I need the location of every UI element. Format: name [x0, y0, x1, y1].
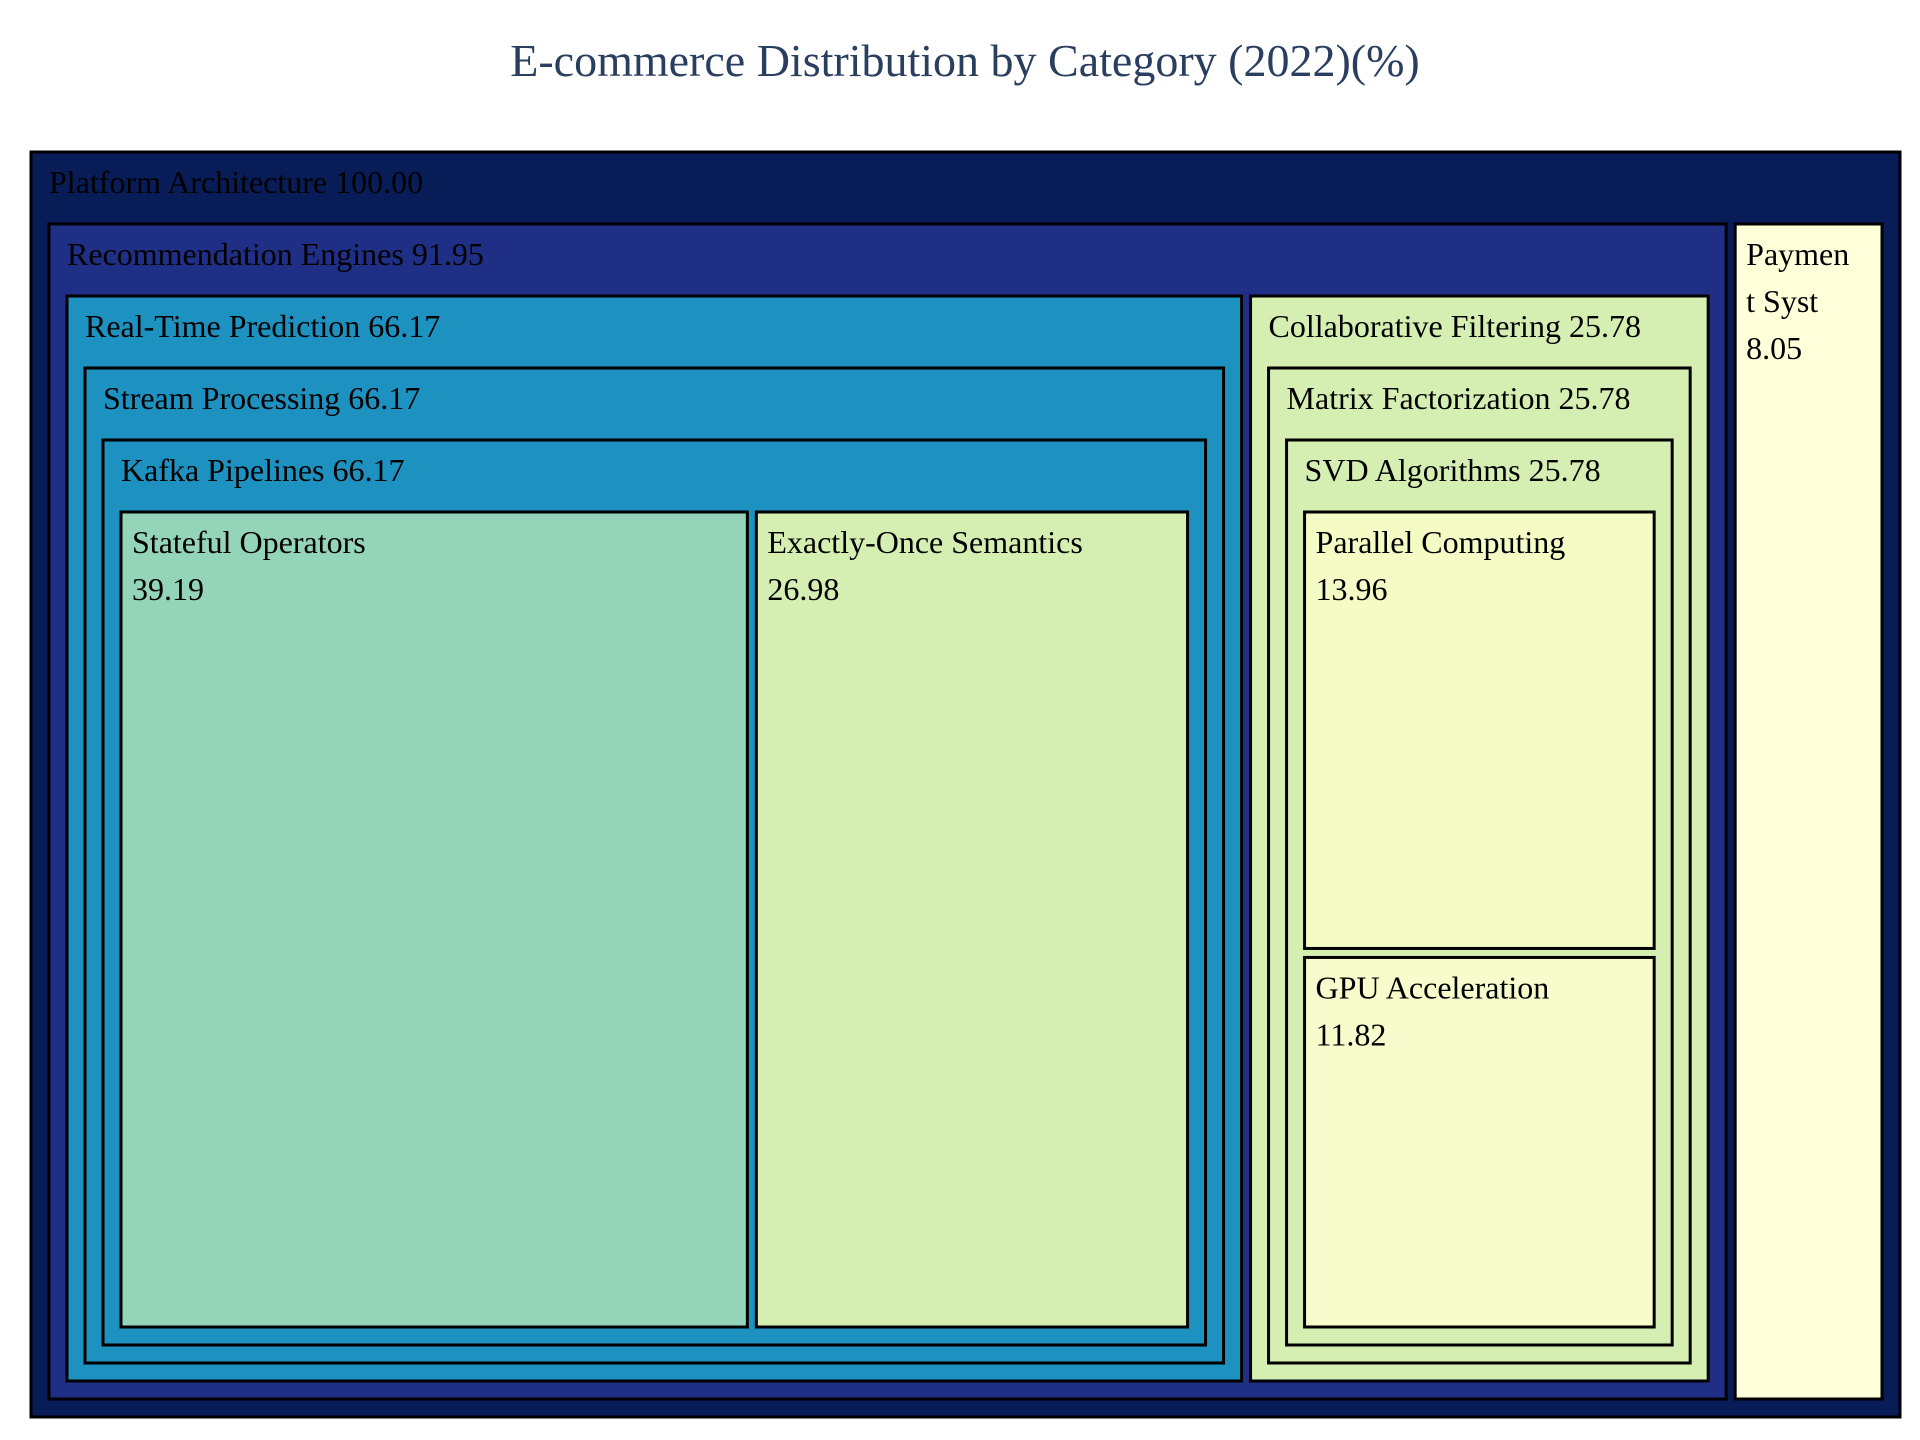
label-stream-processing-value: 66.17 — [340, 380, 420, 416]
cell-payment-systems[interactable] — [1733, 222, 1884, 1401]
label-stream-processing: Stream Processing 66.17 — [103, 380, 420, 416]
label-parallel-computing-line-2: 13.96 — [1316, 571, 1388, 607]
label-real-time-prediction: Real-Time Prediction 66.17 — [85, 308, 440, 344]
label-collaborative-filtering-name: Collaborative Filtering — [1269, 308, 1561, 344]
cell-parallel-computing[interactable] — [1303, 510, 1656, 950]
treemap-cells: Platform Architecture 100.00 Recommendati… — [29, 150, 1902, 1419]
cell-gpu-acceleration[interactable] — [1303, 955, 1656, 1329]
label-payment-systems-line-2: t Syst — [1746, 283, 1818, 319]
label-matrix-factorization-name: Matrix Factorization — [1287, 380, 1551, 416]
label-gpu-acceleration-line-2: 11.82 — [1316, 1016, 1387, 1052]
label-svd-algorithms: SVD Algorithms 25.78 — [1305, 452, 1601, 488]
label-exactly-once-semantics-line-2: 26.98 — [767, 571, 839, 607]
label-stateful-operators-line-2: 39.19 — [132, 571, 204, 607]
label-kafka-pipelines-name: Kafka Pipelines — [121, 452, 325, 488]
cell-stateful-operators[interactable] — [119, 510, 749, 1329]
label-gpu-acceleration-line-1: GPU Acceleration — [1316, 969, 1550, 1005]
label-matrix-factorization: Matrix Factorization 25.78 — [1287, 380, 1631, 416]
label-recommendation-engines-name: Recommendation Engines — [67, 236, 404, 272]
label-stream-processing-name: Stream Processing — [103, 380, 340, 416]
label-svd-algorithms-name: SVD Algorithms — [1305, 452, 1521, 488]
label-platform-architecture: Platform Architecture 100.00 — [49, 164, 423, 200]
label-recommendation-engines-value: 91.95 — [404, 236, 484, 272]
label-collaborative-filtering: Collaborative Filtering 25.78 — [1269, 308, 1641, 344]
label-real-time-prediction-value: 66.17 — [360, 308, 440, 344]
label-kafka-pipelines: Kafka Pipelines 66.17 — [121, 452, 405, 488]
label-platform-architecture-value: 100.00 — [327, 164, 423, 200]
label-recommendation-engines: Recommendation Engines 91.95 — [67, 236, 484, 272]
label-stateful-operators-line-1: Stateful Operators — [132, 524, 366, 560]
label-payment-systems-line-1: Paymen — [1746, 236, 1849, 272]
chart-title: E-commerce Distribution by Category (202… — [510, 35, 1420, 86]
label-matrix-factorization-value: 25.78 — [1550, 380, 1630, 416]
label-platform-architecture-name: Platform Architecture — [49, 164, 327, 200]
cell-exactly-once-semantics[interactable] — [754, 510, 1190, 1329]
label-payment-systems-line-3: 8.05 — [1746, 330, 1802, 366]
label-exactly-once-semantics-line-1: Exactly-Once Semantics — [767, 524, 1082, 560]
label-kafka-pipelines-value: 66.17 — [325, 452, 405, 488]
label-collaborative-filtering-value: 25.78 — [1561, 308, 1641, 344]
label-svd-algorithms-value: 25.78 — [1521, 452, 1601, 488]
label-parallel-computing-line-1: Parallel Computing — [1316, 524, 1566, 560]
label-real-time-prediction-name: Real-Time Prediction — [85, 308, 360, 344]
